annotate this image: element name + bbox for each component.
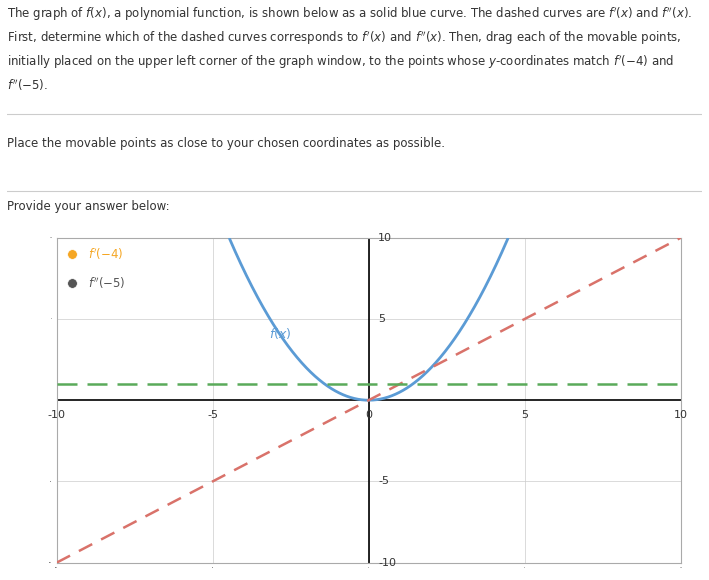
Text: The graph of $f(x)$, a polynomial function, is shown below as a solid blue curve: The graph of $f(x)$, a polynomial functi…	[7, 6, 692, 93]
Text: 10: 10	[674, 410, 688, 420]
Text: -5: -5	[207, 410, 218, 420]
Text: Provide your answer below:: Provide your answer below:	[7, 200, 169, 213]
Text: $f''(-5)$: $f''(-5)$	[88, 276, 125, 291]
Text: Place the movable points as close to your chosen coordinates as possible.: Place the movable points as close to you…	[7, 137, 445, 150]
Text: -10: -10	[48, 410, 66, 420]
Text: $f'(-4)$: $f'(-4)$	[88, 246, 123, 262]
Text: -10: -10	[378, 557, 396, 568]
Text: 0: 0	[365, 410, 372, 420]
Text: 10: 10	[378, 233, 392, 243]
Text: 5: 5	[378, 314, 385, 324]
Text: -5: -5	[378, 476, 389, 487]
Text: $f(x)$: $f(x)$	[269, 327, 291, 342]
Text: 5: 5	[521, 410, 528, 420]
